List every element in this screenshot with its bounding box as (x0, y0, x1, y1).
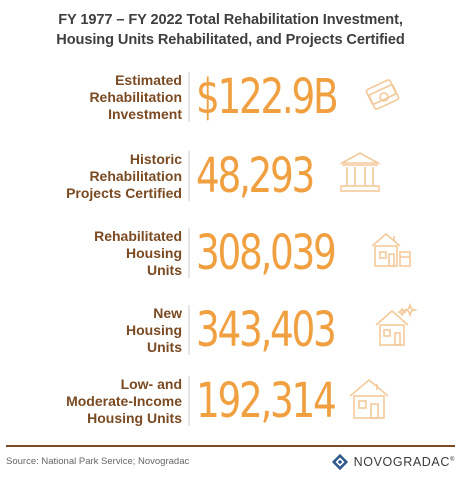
divider (188, 376, 190, 426)
title-line-2: Housing Units Rehabilitated, and Project… (56, 32, 405, 48)
stat-row-new-units: New Housing Units 343,403 (0, 297, 461, 363)
stat-label: Estimated Rehabilitation Investment (89, 71, 182, 122)
house-icon (346, 374, 392, 422)
stat-value: 192,314 (196, 373, 337, 429)
stat-row-projects: Historic Rehabilitation Projects Certifi… (0, 143, 461, 209)
stat-label: New Housing Units (126, 304, 182, 355)
stat-row-rehab-units: Rehabilitated Housing Units 308,039 (0, 220, 461, 286)
novogradac-logo: NOVOGRADAC® (331, 452, 455, 472)
building-columns-icon (338, 149, 382, 195)
stat-value: 343,403 (196, 302, 337, 358)
stat-value: 308,039 (196, 225, 337, 281)
title-line-1: FY 1977 – FY 2022 Total Rehabilitation I… (58, 12, 403, 28)
stat-label: Rehabilitated Housing Units (94, 227, 182, 278)
divider (188, 72, 190, 122)
stat-value: $122.9B (196, 69, 339, 125)
source-note: Source: National Park Service; Novograda… (6, 456, 190, 467)
novogradac-logo-mark-icon (331, 453, 348, 471)
money-icon (362, 74, 402, 114)
new-house-icon (372, 301, 418, 349)
logo-text: NOVOGRADAC® (353, 455, 455, 469)
divider (188, 228, 190, 278)
stat-row-investment: Estimated Rehabilitation Investment $122… (0, 64, 461, 130)
stat-value: 48,293 (196, 148, 315, 204)
footer-rule (6, 445, 455, 447)
divider (188, 151, 190, 201)
stat-label: Low- and Moderate-Income Housing Units (66, 375, 182, 426)
stat-row-low-income-units: Low- and Moderate-Income Housing Units 1… (0, 368, 461, 434)
chart-title: FY 1977 – FY 2022 Total Rehabilitation I… (0, 10, 461, 50)
renovated-house-icon (368, 226, 414, 272)
stat-label: Historic Rehabilitation Projects Certifi… (66, 150, 182, 201)
divider (188, 305, 190, 355)
